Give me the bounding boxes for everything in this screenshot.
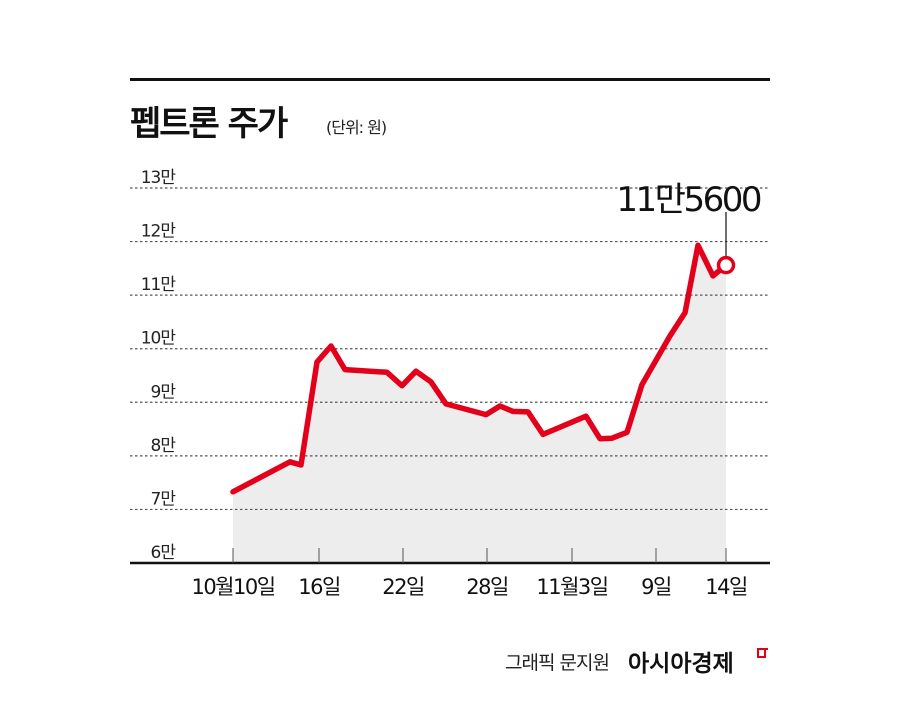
- chart-title: 펩트론 주가: [130, 104, 288, 144]
- y-tick-label: 11만: [141, 275, 177, 295]
- x-tick-label: 16일: [298, 575, 340, 599]
- price-line: [230, 242, 729, 495]
- y-tick-label: 12만: [141, 222, 177, 242]
- x-tick-label: 10월10일: [191, 575, 274, 599]
- y-tick-label: 7만: [151, 489, 177, 509]
- annotation-label: 11만5600: [616, 180, 760, 220]
- y-tick-label: 9만: [151, 382, 177, 402]
- y-tick-label: 6만: [151, 543, 177, 563]
- top-rule: [130, 78, 770, 81]
- x-tick-label: 28일: [466, 575, 508, 599]
- graphic-credit: 그래픽 문지원: [505, 652, 610, 674]
- x-tick-label: 14일: [705, 575, 747, 599]
- x-tick-label: 9일: [641, 575, 671, 599]
- brand-mark-icon: [757, 648, 768, 658]
- y-tick-label: 13만: [141, 168, 177, 188]
- y-tick-label: 8만: [151, 436, 177, 456]
- x-tick-label: 11월3일: [536, 575, 607, 599]
- last-point-marker: [716, 255, 736, 275]
- area-fill: [233, 245, 726, 564]
- brand-logo: 아시아경제: [628, 651, 734, 677]
- y-tick-label: 10만: [141, 329, 177, 349]
- unit-label: (단위: 원): [326, 118, 387, 137]
- x-tick-label: 22일: [382, 575, 424, 599]
